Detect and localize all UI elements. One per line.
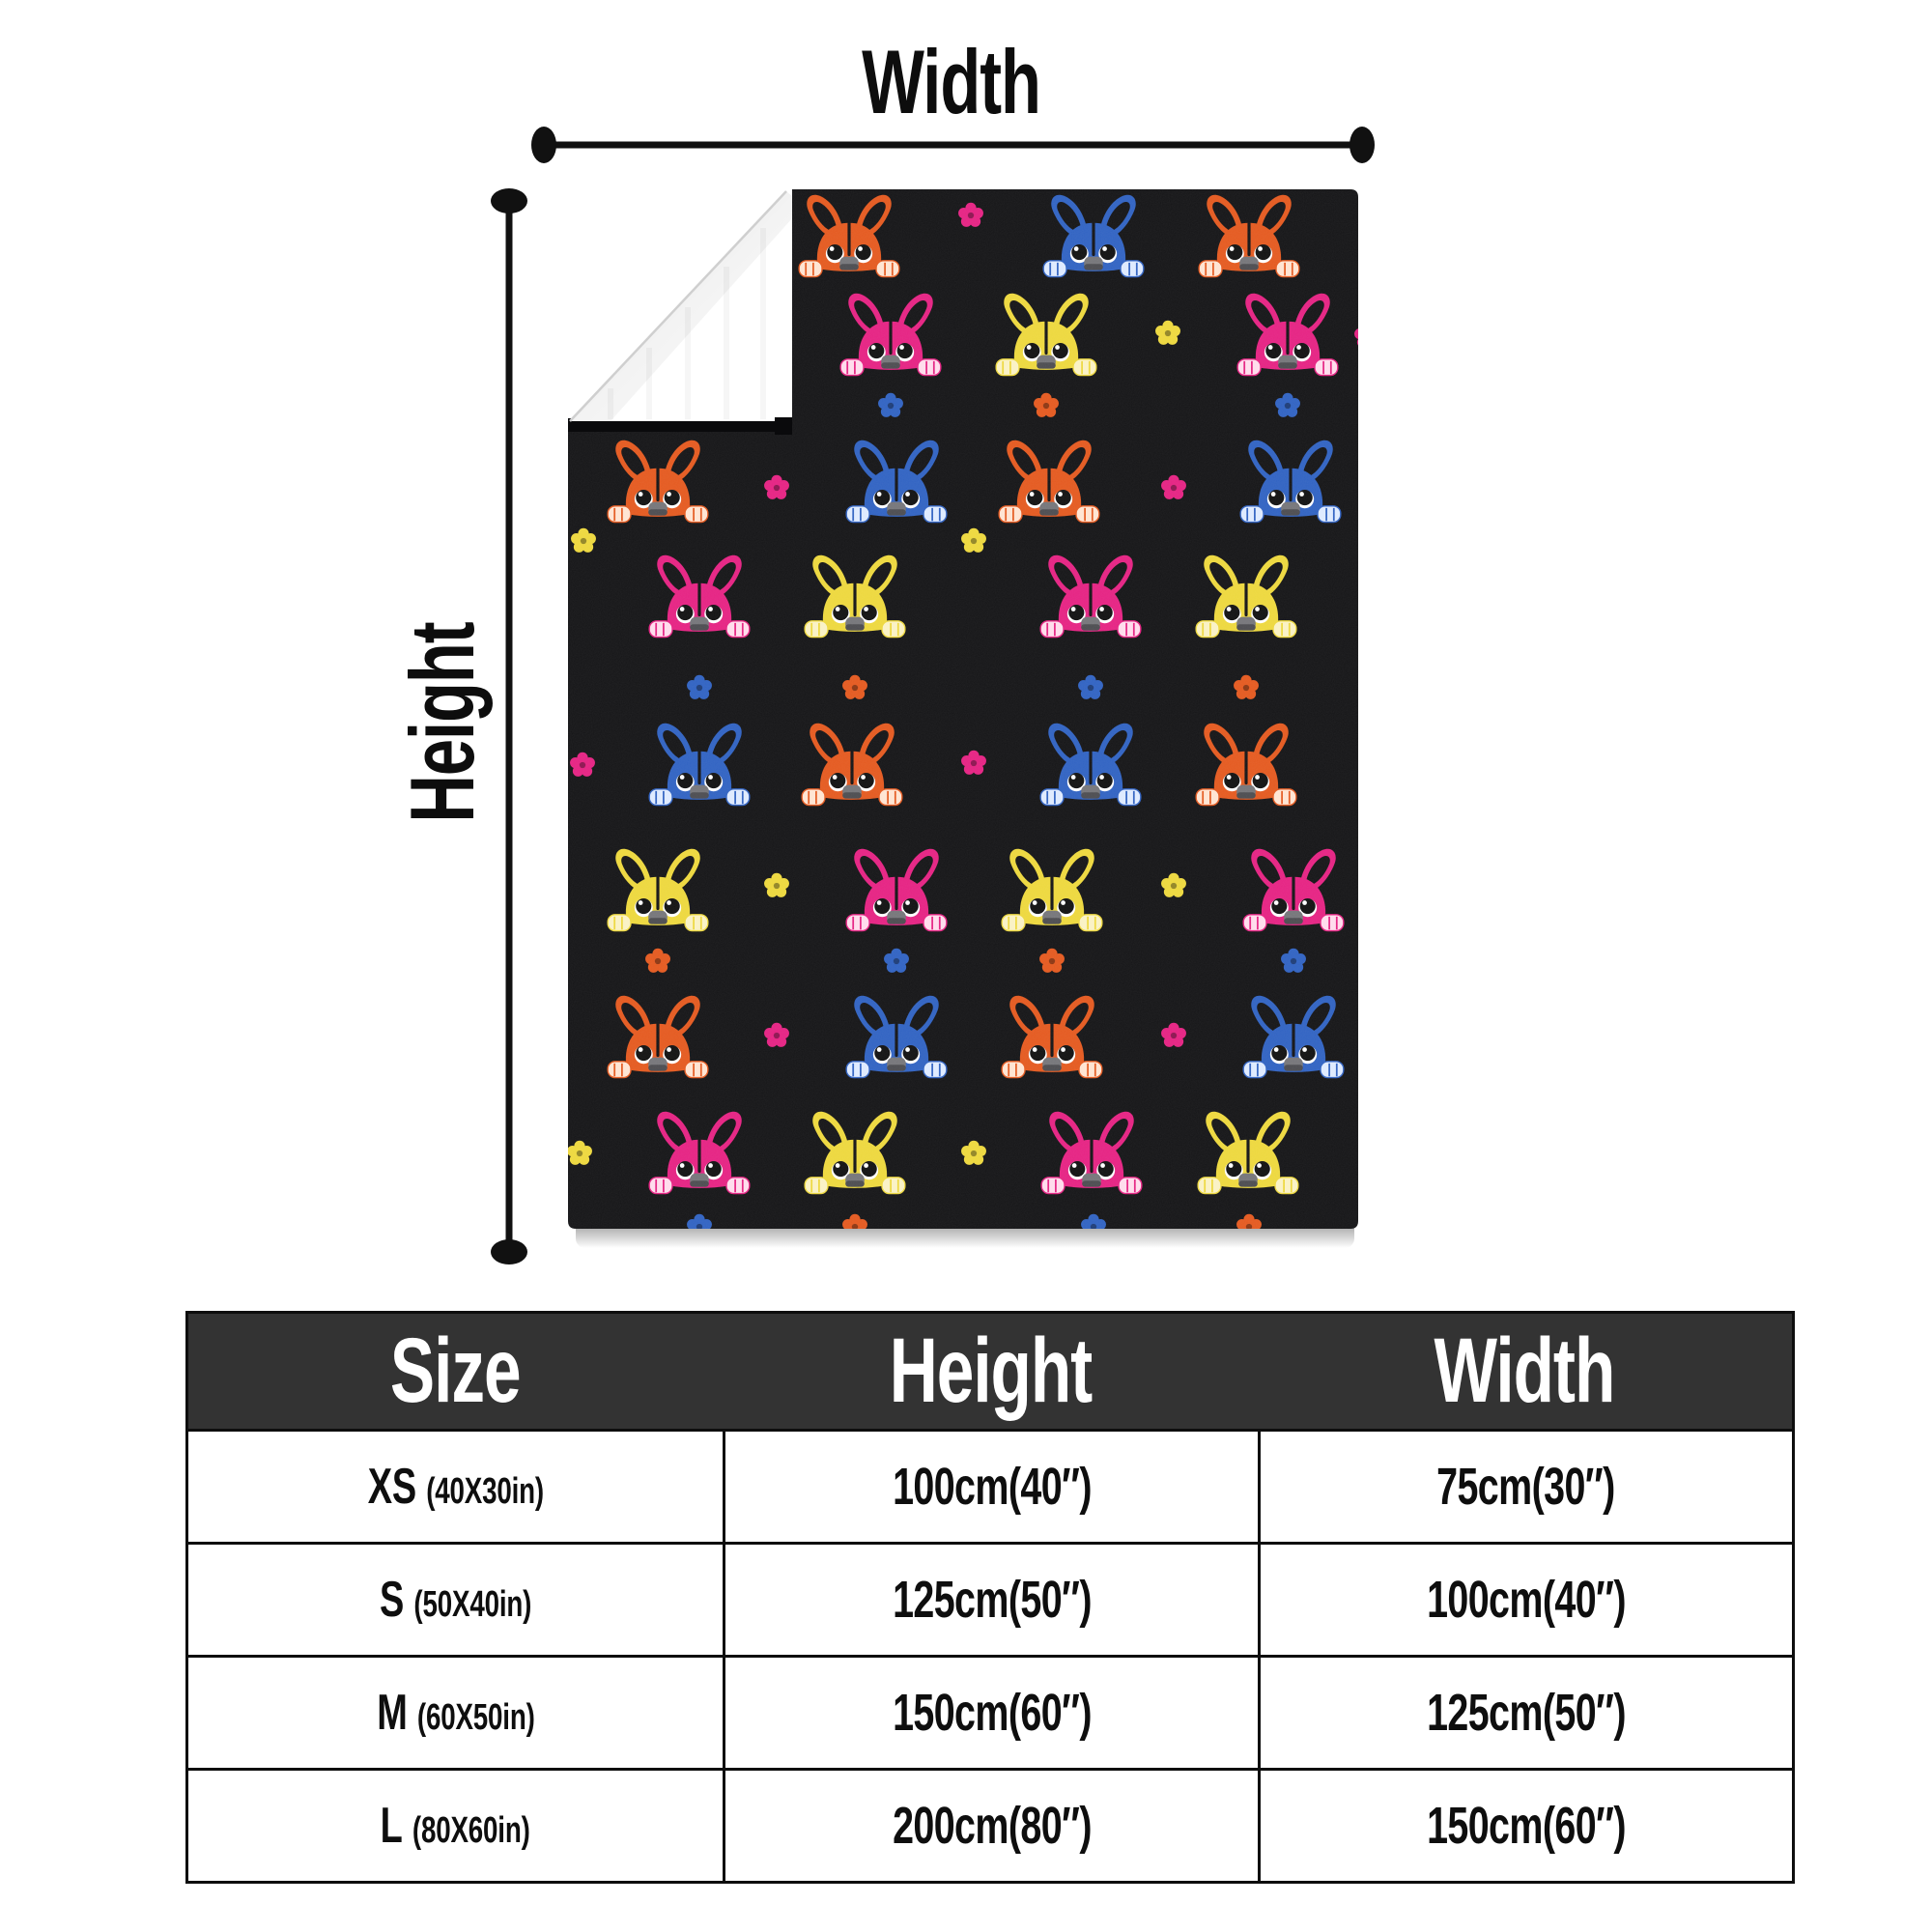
cell-size: S (50X40in) bbox=[188, 1545, 723, 1655]
size-table-row-l: L (80X60in) 200cm(80″) 150cm(60″) bbox=[188, 1768, 1792, 1881]
size-table-row-s: S (50X40in) 125cm(50″) 100cm(40″) bbox=[188, 1542, 1792, 1655]
cell-size: XS (40X30in) bbox=[188, 1432, 723, 1542]
blanket-product-image bbox=[568, 189, 1358, 1229]
size-table-row-m: M (60X50in) 150cm(60″) 125cm(50″) bbox=[188, 1655, 1792, 1768]
header-cell-width: Width bbox=[1258, 1314, 1792, 1429]
cell-width-text: 100cm(40″) bbox=[1426, 1571, 1626, 1629]
size-table-row-xs: XS (40X30in) 100cm(40″) 75cm(30″) bbox=[188, 1429, 1792, 1542]
height-dimension-label: Height bbox=[386, 529, 498, 916]
size-table: Size Height Width XS (40X30in) 100cm(40″) 7… bbox=[185, 1311, 1795, 1884]
cell-size: L (80X60in) bbox=[188, 1771, 723, 1881]
size-inches-note: (60X50in) bbox=[416, 1697, 535, 1738]
size-value: S bbox=[380, 1572, 405, 1628]
fold-corner-notch bbox=[775, 417, 792, 435]
width-dimension-text: Width bbox=[862, 31, 1042, 132]
size-table-body: XS (40X30in) 100cm(40″) 75cm(30″) S (50X40in)… bbox=[188, 1429, 1792, 1881]
height-line-top-dot bbox=[491, 188, 527, 213]
header-width-text: Width bbox=[1434, 1320, 1616, 1422]
blanket-pattern-graphic bbox=[568, 189, 1358, 1229]
height-line-bottom-dot bbox=[491, 1239, 527, 1264]
width-dimension-label: Width bbox=[758, 29, 1145, 135]
cell-height: 125cm(50″) bbox=[723, 1545, 1257, 1655]
cell-width-text: 125cm(50″) bbox=[1426, 1684, 1626, 1742]
fold-seam bbox=[568, 418, 792, 432]
header-size-text: Size bbox=[390, 1320, 522, 1422]
width-line-left-dot bbox=[531, 127, 556, 163]
cell-height-text: 125cm(50″) bbox=[892, 1571, 1092, 1629]
cell-height-text: 150cm(60″) bbox=[892, 1684, 1092, 1742]
cell-width: 125cm(50″) bbox=[1257, 1658, 1792, 1768]
size-table-header: Size Height Width bbox=[188, 1314, 1792, 1429]
size-value: XS bbox=[367, 1459, 416, 1515]
height-dimension-text: Height bbox=[391, 622, 493, 823]
cell-width: 100cm(40″) bbox=[1257, 1545, 1792, 1655]
cell-height-text: 200cm(80″) bbox=[892, 1797, 1092, 1855]
size-value: L bbox=[381, 1798, 404, 1854]
header-cell-height: Height bbox=[723, 1314, 1257, 1429]
size-inches-note: (50X40in) bbox=[413, 1584, 532, 1625]
header-cell-size: Size bbox=[188, 1314, 723, 1429]
cell-width: 75cm(30″) bbox=[1257, 1432, 1792, 1542]
cell-height: 200cm(80″) bbox=[723, 1771, 1257, 1881]
cell-size: M (60X50in) bbox=[188, 1658, 723, 1768]
cell-height: 150cm(60″) bbox=[723, 1658, 1257, 1768]
size-inches-note: (80X60in) bbox=[412, 1810, 531, 1851]
size-inches-note: (40X30in) bbox=[426, 1471, 544, 1512]
cell-height: 100cm(40″) bbox=[723, 1432, 1257, 1542]
header-height-text: Height bbox=[889, 1320, 1093, 1422]
cell-width-text: 150cm(60″) bbox=[1426, 1797, 1626, 1855]
width-line-right-dot bbox=[1350, 127, 1375, 163]
cell-width-text: 75cm(30″) bbox=[1436, 1458, 1616, 1516]
cell-height-text: 100cm(40″) bbox=[892, 1458, 1092, 1516]
fold-edge-line bbox=[569, 190, 787, 422]
cell-width: 150cm(60″) bbox=[1257, 1771, 1792, 1881]
size-value: M bbox=[376, 1685, 408, 1741]
